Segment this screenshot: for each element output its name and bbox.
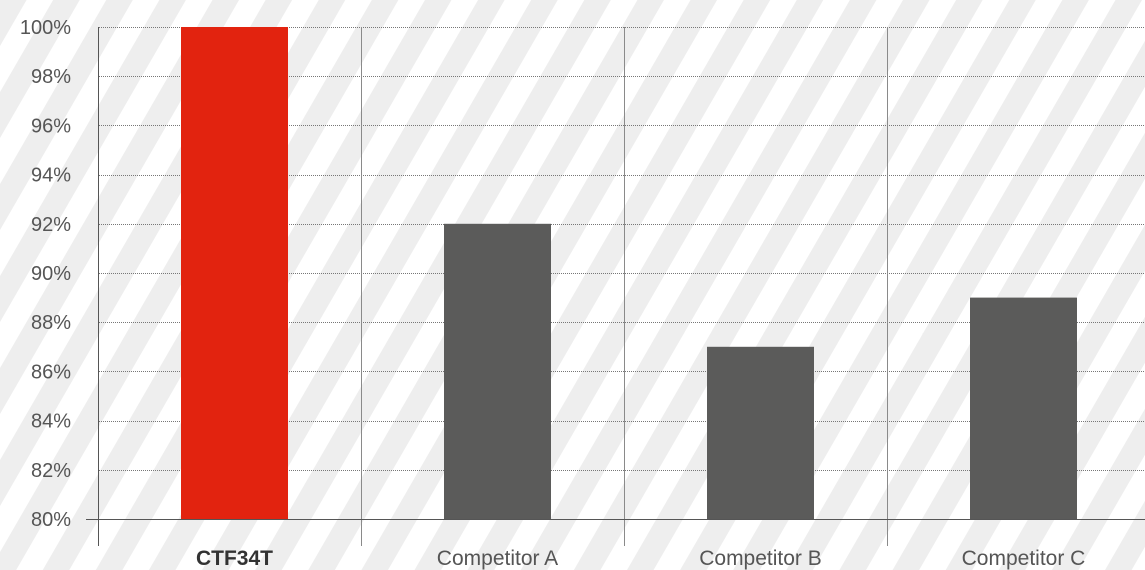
y-tick-label: 94% bbox=[31, 165, 71, 187]
y-tick-label: 96% bbox=[31, 115, 71, 137]
y-tick-label: 80% bbox=[31, 509, 71, 531]
y-tick-label: 86% bbox=[31, 361, 71, 383]
bar-competitor-b bbox=[707, 346, 814, 519]
bars bbox=[181, 27, 1077, 520]
bar-ctf34t bbox=[181, 27, 288, 519]
axes bbox=[86, 27, 1145, 546]
bar-competitor-a bbox=[444, 223, 551, 520]
y-tick-label: 100% bbox=[20, 17, 71, 39]
x-tick-label: Competitor C bbox=[962, 547, 1086, 570]
y-tick-label: 88% bbox=[31, 312, 71, 334]
y-tick-label: 84% bbox=[31, 411, 71, 433]
y-tick-label: 98% bbox=[31, 66, 71, 88]
bar-competitor-c bbox=[970, 297, 1077, 519]
category-separators bbox=[361, 27, 888, 546]
x-tick-label: Competitor A bbox=[437, 547, 558, 570]
x-tick-label: Competitor B bbox=[699, 547, 822, 570]
y-tick-label: 90% bbox=[31, 263, 71, 285]
y-tick-label: 92% bbox=[31, 214, 71, 236]
y-tick-label: 82% bbox=[31, 460, 71, 482]
x-tick-label: CTF34T bbox=[196, 547, 273, 570]
axis-labels: 80% 82% 84% 86% 88% 90% 92% 94% 96% 98% 100% CTF34T… bbox=[20, 17, 1086, 570]
